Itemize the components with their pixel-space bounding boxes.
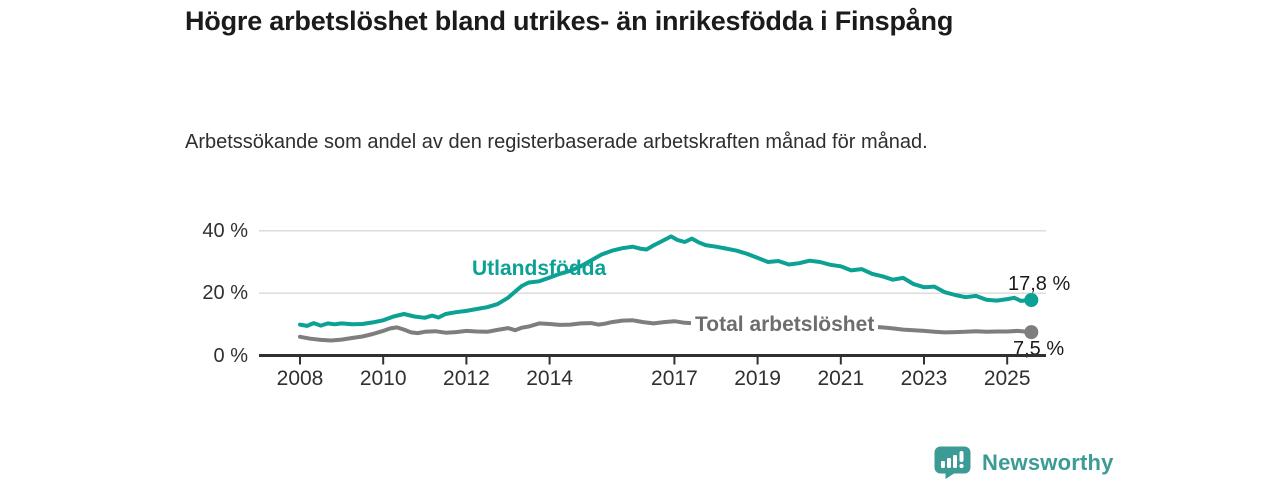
y-tick-label: 40 % [202, 219, 248, 242]
series-end-dot-utlandsfodda [1024, 292, 1039, 307]
x-tick-label: 2021 [817, 367, 865, 390]
chart-title: Högre arbetslöshet bland utrikes- än inr… [185, 6, 954, 36]
series-label-total-arbetsloshet: Total arbetslöshet [691, 313, 879, 337]
y-tick-label: 20 % [202, 282, 248, 305]
y-tick-label: 0 % [213, 344, 248, 367]
x-tick-label: 2025 [983, 367, 1031, 390]
newsworthy-wordmark: Newsworthy [982, 449, 1114, 475]
series-line-utlandsfodda [298, 234, 1034, 328]
x-tick-label: 2023 [900, 367, 948, 390]
series-end-dot-total [1024, 325, 1039, 340]
series-line-total [298, 318, 1034, 343]
x-tick-label: 2019 [734, 367, 781, 390]
x-tick-label: 2014 [526, 367, 573, 390]
x-tick-label: 2012 [443, 367, 490, 390]
x-tick-label: 2017 [651, 367, 698, 390]
x-tick-label: 2010 [359, 367, 407, 390]
series-label-utlandsfodda: Utlandsfödda [472, 257, 607, 280]
x-tick-label: 2008 [276, 367, 324, 390]
newsworthy-logo: Newsworthy [934, 446, 1114, 479]
chart-subtitle: Arbetssökande som andel av den registerb… [185, 131, 928, 153]
newsworthy-bar-chart-bubble-icon [934, 446, 971, 479]
end-value-utlandsfodda: 17,8 % [1008, 273, 1071, 295]
